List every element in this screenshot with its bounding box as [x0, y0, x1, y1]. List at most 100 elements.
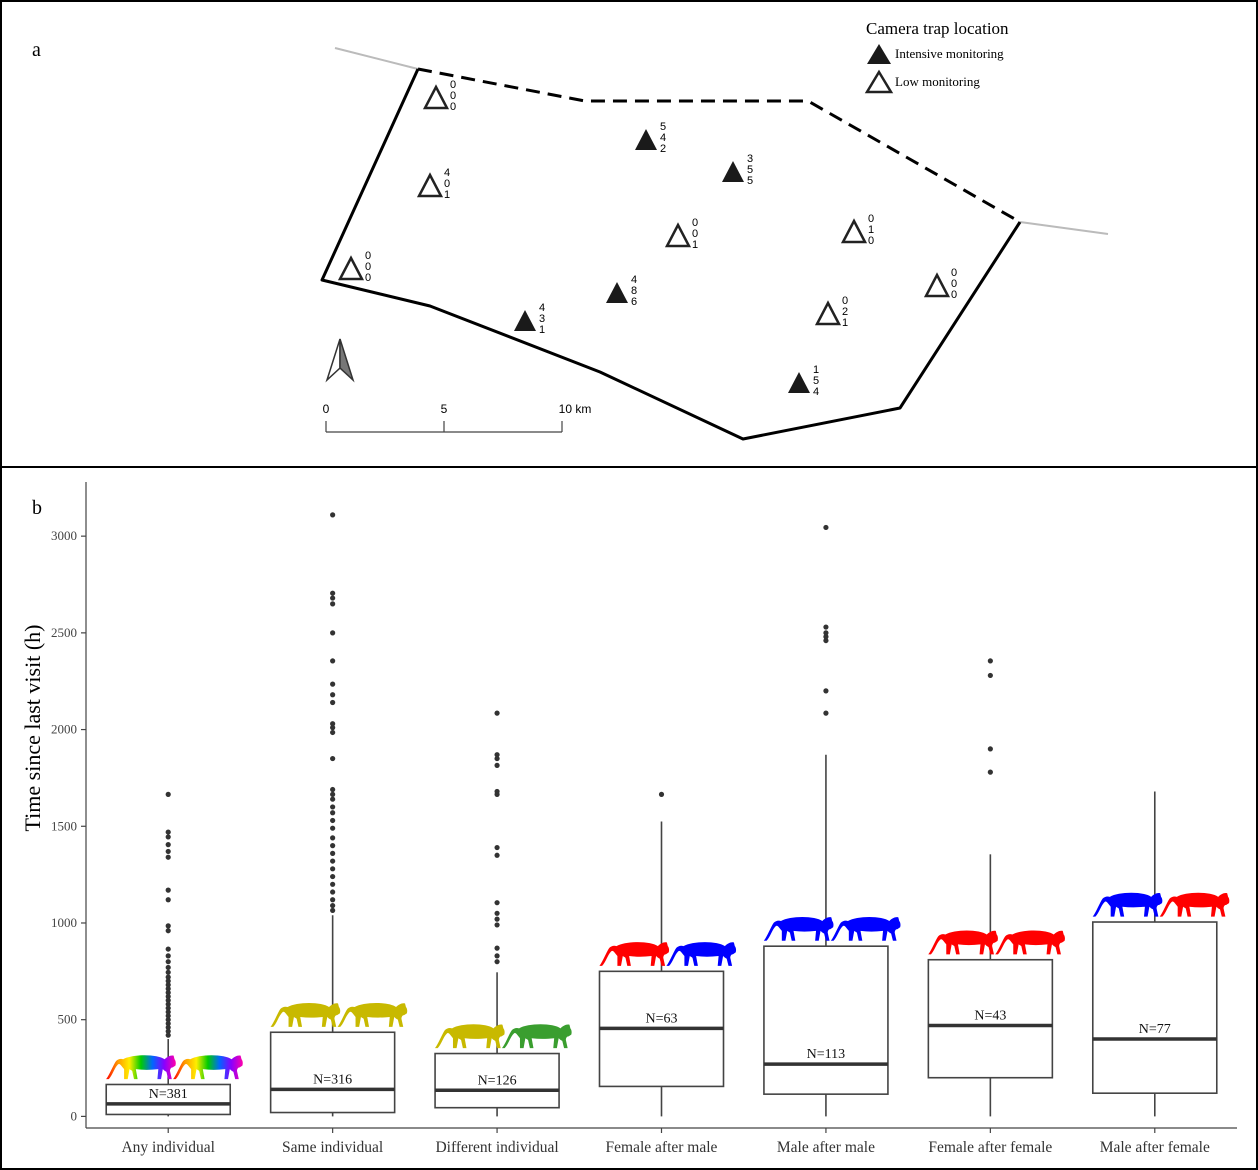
outlier-point	[330, 512, 336, 518]
trap-count: 1	[444, 189, 450, 201]
camera-trap: 401	[416, 167, 450, 201]
trap-count: 4	[539, 302, 545, 314]
outlier-point	[165, 1013, 171, 1019]
outlier-point	[165, 978, 171, 984]
trap-count: 0	[692, 217, 698, 229]
outlier-point	[165, 791, 171, 797]
outlier-point	[330, 590, 336, 596]
outlier-point	[494, 916, 500, 922]
x-tick-label: Male after female	[1100, 1139, 1210, 1156]
trap-count: 4	[813, 386, 819, 398]
box	[1091, 921, 1218, 1094]
camera-trap: 542	[635, 121, 666, 155]
leopard-silhouette-icon	[830, 916, 901, 941]
intensive-trap-icon	[722, 161, 744, 182]
box	[269, 1031, 396, 1114]
y-tick-label: 2000	[51, 722, 77, 737]
boxplot-chart: 0 500 1000 1500 2000 2500 3000 Any individual Sa…	[51, 482, 1237, 1156]
y-tick-label: 0	[71, 1108, 78, 1123]
panel-b: b Time since last visit (h) 0 500 1000 1500…	[20, 482, 1237, 1156]
outlier-point	[165, 848, 171, 855]
outlier-point	[330, 810, 336, 816]
camera-trap: 431	[514, 302, 545, 336]
intensive-trap-icon	[635, 129, 657, 150]
x-tick-label: Male after male	[777, 1139, 875, 1156]
outlier-point	[330, 721, 336, 727]
trap-count: 0	[450, 101, 456, 113]
y-tick-label: 500	[58, 1012, 78, 1027]
leopard-silhouette-icon	[434, 1024, 505, 1049]
outlier-point	[330, 866, 336, 872]
box-group: N=381	[105, 791, 243, 1117]
outlier-point	[165, 993, 171, 1000]
n-label: N=126	[478, 1073, 517, 1088]
camera-trap: 355	[722, 153, 753, 187]
outlier-point	[330, 791, 336, 797]
trap-count: 0	[692, 228, 698, 240]
trap-count: 0	[365, 272, 371, 284]
trap-count: 0	[951, 267, 957, 279]
trap-count: 3	[747, 153, 753, 165]
road-east	[1019, 221, 1109, 235]
outlier-point	[330, 755, 336, 762]
outlier-point	[165, 969, 171, 975]
panel-a: a Camera trap location Intensive monitor…	[32, 19, 1109, 441]
y-tick-label: 3000	[51, 528, 77, 543]
outlier-point	[494, 844, 500, 851]
n-label: N=63	[645, 1011, 677, 1026]
outlier-point	[494, 945, 500, 951]
camera-trap: 000	[923, 267, 957, 301]
outlier-point	[165, 829, 171, 835]
y-tick-label: 2500	[51, 625, 77, 640]
low-trap-icon	[337, 255, 365, 281]
leopard-silhouette-icon	[1092, 892, 1163, 917]
outlier-point	[330, 725, 336, 731]
low-trap-icon	[422, 84, 450, 110]
outlier-point	[823, 524, 829, 531]
low-trap-icon	[664, 222, 692, 248]
outlier-point	[987, 746, 993, 752]
n-label: N=316	[313, 1072, 352, 1087]
outlier-point	[330, 804, 336, 810]
trap-count: 5	[747, 164, 753, 176]
camera-trap: 154	[788, 364, 819, 398]
outlier-point	[165, 986, 171, 992]
leopard-silhouette-icon	[995, 930, 1065, 955]
outlier-point	[165, 959, 171, 965]
outlier-point	[165, 1020, 171, 1027]
outlier-point	[330, 858, 336, 864]
leopard-silhouette-icon	[1159, 892, 1230, 917]
outlier-point	[330, 897, 336, 903]
outlier-point	[165, 997, 171, 1003]
box	[927, 958, 1054, 1079]
leopard-silhouette-icon	[173, 1055, 243, 1080]
legend-intensive-label: Intensive monitoring	[895, 46, 1004, 61]
scale-tick-0: 0	[323, 402, 330, 416]
outlier-point	[494, 852, 500, 858]
trap-count: 3	[539, 313, 545, 325]
leopard-silhouette-icon	[270, 1003, 341, 1027]
trap-count: 5	[747, 175, 753, 187]
outlier-point	[494, 953, 500, 959]
outlier-point	[494, 900, 500, 906]
y-axis-title: Time since last visit (h)	[20, 625, 45, 832]
leopard-silhouette-icon	[666, 942, 737, 966]
outlier-point	[330, 835, 336, 841]
outlier-point	[330, 873, 336, 880]
x-tick-label: Same individual	[282, 1139, 383, 1156]
outlier-point	[330, 630, 336, 636]
outlier-point	[165, 1032, 171, 1038]
trap-count: 5	[813, 375, 819, 387]
outlier-point	[330, 699, 336, 706]
trap-count: 0	[450, 90, 456, 102]
outlier-point	[330, 681, 336, 687]
outlier-point	[494, 752, 500, 758]
trap-count: 2	[842, 306, 848, 318]
trap-count: 5	[660, 121, 666, 133]
n-label: N=77	[1139, 1022, 1171, 1037]
trap-count: 0	[365, 250, 371, 262]
trap-count: 1	[842, 317, 848, 329]
outlier-point	[330, 825, 336, 831]
